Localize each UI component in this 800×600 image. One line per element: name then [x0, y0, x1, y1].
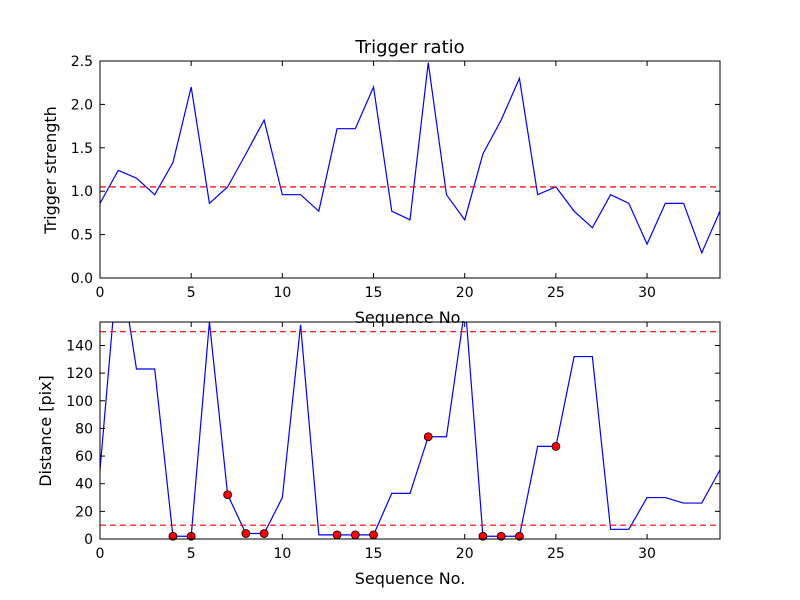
- data-point: [551, 441, 561, 451]
- data-point: [423, 432, 433, 442]
- plot-area: 0 5 10 15 20 25 30 0 20 40 60 80 100 120 140: [66, 321, 721, 562]
- data-point: [350, 530, 360, 540]
- y-axis-label: Distance [pix]: [36, 375, 55, 487]
- data-point: [259, 529, 269, 538]
- x-tick-label: 15: [365, 285, 383, 301]
- x-tick-label: 10: [273, 546, 291, 562]
- axes-frame: [99, 60, 721, 279]
- y-tick-label: 80: [75, 421, 93, 437]
- x-tick-label: 30: [638, 546, 656, 562]
- y-tick-label: 40: [75, 477, 93, 493]
- data-point: [168, 531, 178, 541]
- x-tick-label: 20: [456, 285, 474, 301]
- data-point: [496, 531, 506, 541]
- y-tick-label: 1.0: [71, 184, 93, 200]
- x-axis-label: Sequence No.: [355, 569, 466, 588]
- x-tick-label: 25: [547, 285, 565, 301]
- data-point: [332, 530, 342, 540]
- y-tick-label: 20: [75, 504, 93, 520]
- data-point: [478, 531, 488, 541]
- data-point: [515, 531, 524, 541]
- data-point: [241, 529, 251, 538]
- y-tick-label: 120: [66, 366, 93, 382]
- x-tick-label: 30: [638, 285, 656, 301]
- x-tick-label: 15: [365, 546, 383, 562]
- y-tick-label: 0.5: [71, 228, 93, 244]
- x-tick-label: 0: [96, 546, 105, 562]
- x-tick-label: 0: [96, 285, 105, 301]
- y-tick-label: 140: [66, 338, 93, 354]
- x-tick-label: 10: [273, 285, 291, 301]
- axes-frame: [99, 321, 721, 540]
- data-point: [223, 490, 233, 500]
- chart-title: Trigger ratio: [354, 37, 464, 58]
- y-tick-label: 0.0: [71, 271, 93, 287]
- y-tick-label: 2.5: [71, 54, 93, 70]
- series-line: [100, 62, 720, 255]
- x-tick-label: 20: [456, 546, 474, 562]
- y-tick-label: 100: [66, 394, 93, 410]
- x-tick-label: 5: [187, 546, 196, 562]
- trigger-ratio-chart: Trigger ratio Sequence No. Trigger stren…: [41, 37, 721, 327]
- y-axis-label: Trigger strength: [41, 106, 60, 235]
- x-tick-label: 5: [187, 285, 196, 301]
- y-tick-label: 60: [75, 449, 93, 465]
- y-tick-label: 2.0: [71, 97, 93, 113]
- x-tick-label: 25: [547, 546, 565, 562]
- y-tick-label: 0: [84, 532, 93, 548]
- y-tick-label: 1.5: [71, 141, 93, 157]
- distance-chart: Sequence No. Distance [pix] 0 5 10 15 20 25 30…: [36, 321, 721, 588]
- x-axis-label: Sequence No.: [355, 308, 466, 327]
- plot-area: 0 5 10 15 20 25 30 0.0 0.5 1.0 1.5 2.0 2.5: [71, 54, 721, 301]
